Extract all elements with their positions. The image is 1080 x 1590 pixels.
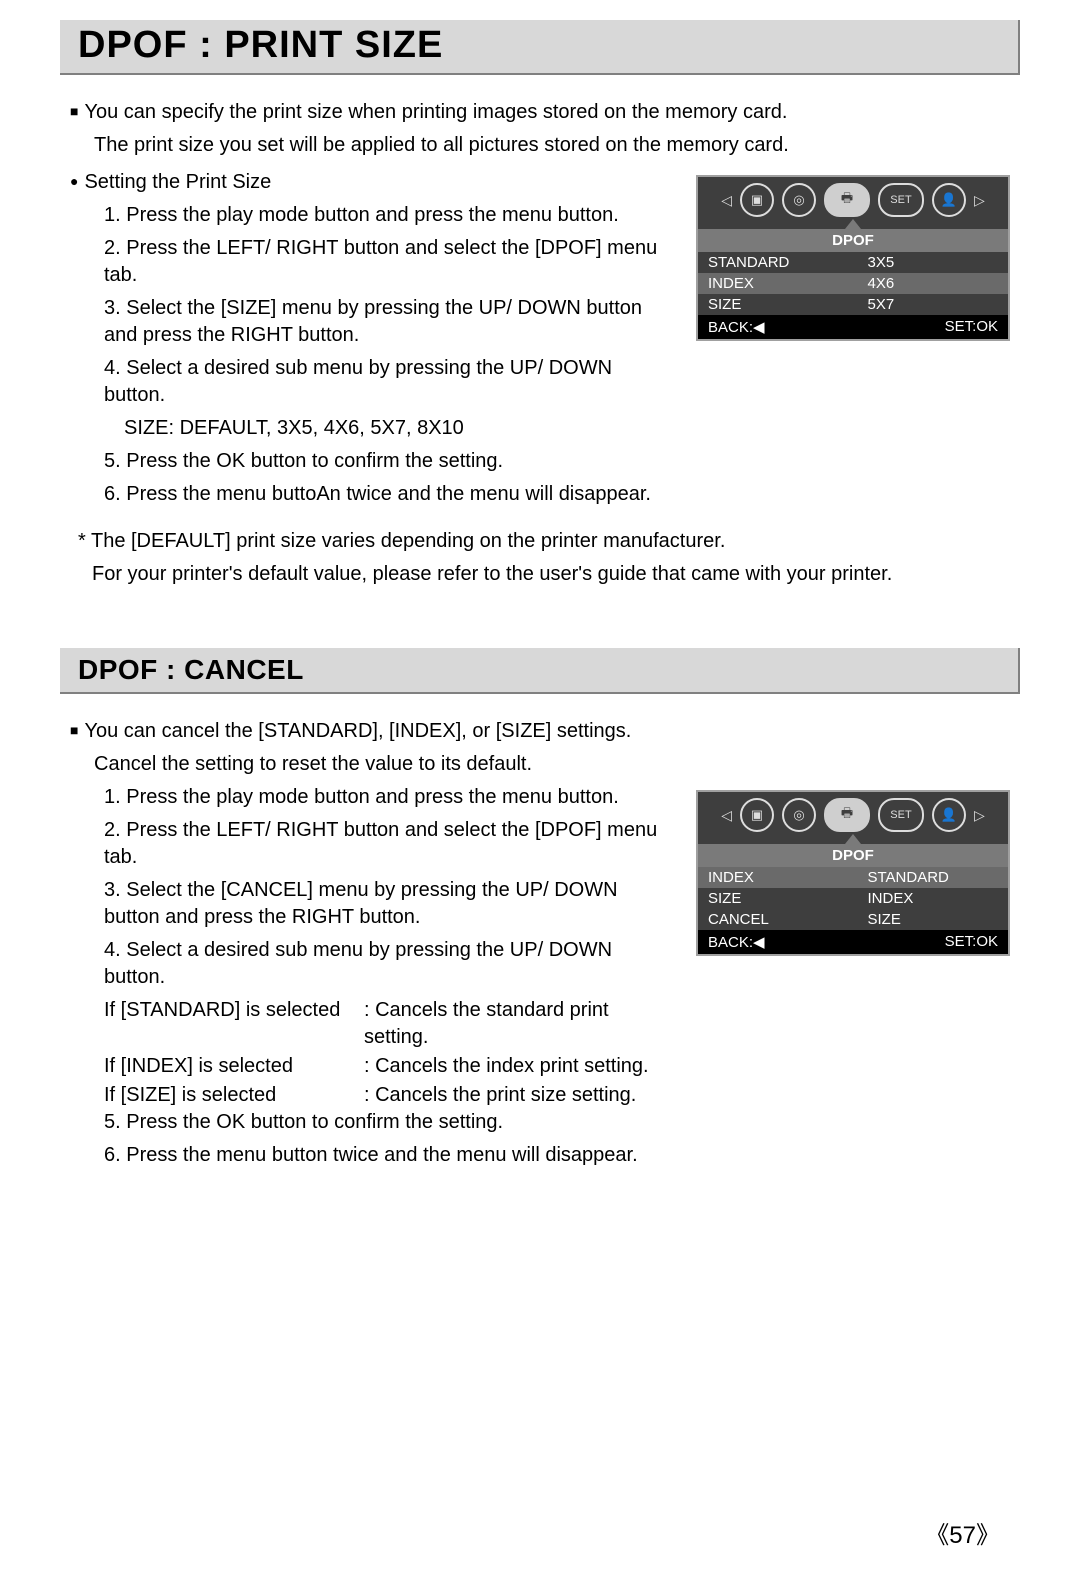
- lcd-footer: BACK:◀ SET:OK: [698, 930, 1008, 954]
- lcd-header: DPOF: [698, 229, 1008, 252]
- step: 6. Press the menu button twice and the m…: [70, 1142, 672, 1169]
- step: 5. Press the OK button to confirm the se…: [70, 1109, 672, 1136]
- lcd-cell: STANDARD: [868, 869, 999, 886]
- note-line: For your printer's default value, please…: [70, 561, 1010, 588]
- title-bar: DPOF : PRINT SIZE: [60, 20, 1020, 75]
- set-icon: SET: [878, 183, 924, 217]
- rotate-icon: ◎: [782, 183, 816, 217]
- person-icon: 👤: [932, 183, 966, 217]
- subtitle-bar: DPOF : CANCEL: [60, 648, 1020, 694]
- sel-right: : Cancels the standard print setting.: [364, 997, 672, 1051]
- subhead: Setting the Print Size: [70, 169, 672, 196]
- left-arrow-icon: ◁: [721, 807, 732, 824]
- sel-right: : Cancels the print size setting.: [364, 1082, 672, 1109]
- selection-table: If [STANDARD] is selected : Cancels the …: [104, 997, 672, 1109]
- step: 2. Press the LEFT/ RIGHT button and sele…: [70, 235, 672, 289]
- step: 4. Select a desired sub menu by pressing…: [70, 355, 672, 409]
- lcd-screenshot: ◁ ▣ ◎ 🖶 SET 👤 ▷ DPOF INDEX STANDARD SIZE…: [696, 790, 1010, 956]
- step: 5. Press the OK button to confirm the se…: [70, 448, 672, 475]
- lcd-footer: BACK:◀ SET:OK: [698, 315, 1008, 339]
- page-number: 《57》: [70, 1515, 1010, 1550]
- step: 6. Press the menu buttoAn twice and the …: [70, 481, 672, 508]
- lcd-cell: INDEX: [708, 275, 868, 292]
- lcd-row: STANDARD 3X5: [698, 252, 1008, 273]
- step: 2. Press the LEFT/ RIGHT button and sele…: [70, 817, 672, 871]
- lcd-row: SIZE 5X7: [698, 294, 1008, 315]
- lcd-header: DPOF: [698, 844, 1008, 867]
- sel-right: : Cancels the index print setting.: [364, 1053, 672, 1080]
- print-icon: 🖶: [824, 183, 870, 217]
- set-label: SET:OK: [945, 318, 998, 336]
- lcd-cell: SIZE: [868, 911, 999, 928]
- lcd-cell: SIZE: [708, 890, 868, 907]
- lcd-cell: 4X6: [868, 275, 999, 292]
- right-arrow-icon: ▷: [974, 192, 985, 209]
- lcd-cell: SIZE: [708, 296, 868, 313]
- print-icon: 🖶: [824, 798, 870, 832]
- intro-line: Cancel the setting to reset the value to…: [70, 751, 1010, 778]
- set-label: SET:OK: [945, 933, 998, 951]
- back-label: BACK:◀: [708, 933, 765, 951]
- play-icon: ▣: [740, 183, 774, 217]
- play-icon: ▣: [740, 798, 774, 832]
- intro-line-2: The print size you set will be applied t…: [70, 132, 1010, 159]
- lcd-cell: INDEX: [868, 890, 999, 907]
- lcd-cell: 3X5: [868, 254, 999, 271]
- lcd-cell: STANDARD: [708, 254, 868, 271]
- page-title: DPOF : PRINT SIZE: [78, 24, 1000, 67]
- step: 3. Select the [SIZE] menu by pressing th…: [70, 295, 672, 349]
- back-label: BACK:◀: [708, 318, 765, 336]
- lcd-row-selected: INDEX 4X6: [698, 273, 1008, 294]
- intro-line-1: You can specify the print size when prin…: [70, 99, 1010, 126]
- sel-left: If [SIZE] is selected: [104, 1082, 364, 1109]
- lcd-row: SIZE INDEX: [698, 888, 1008, 909]
- step-detail: SIZE: DEFAULT, 3X5, 4X6, 5X7, 8X10: [70, 415, 672, 442]
- lcd-cell: INDEX: [708, 869, 868, 886]
- step: 1. Press the play mode button and press …: [70, 202, 672, 229]
- manual-page: DPOF : PRINT SIZE You can specify the pr…: [0, 0, 1080, 1590]
- sel-left: If [INDEX] is selected: [104, 1053, 364, 1080]
- set-icon: SET: [878, 798, 924, 832]
- step: 3. Select the [CANCEL] menu by pressing …: [70, 877, 672, 931]
- section-title: DPOF : CANCEL: [78, 654, 1000, 686]
- right-arrow-icon: ▷: [974, 807, 985, 824]
- rotate-icon: ◎: [782, 798, 816, 832]
- lcd-row-selected: INDEX STANDARD: [698, 867, 1008, 888]
- lcd-menu-list: INDEX STANDARD SIZE INDEX CANCEL SIZE: [698, 867, 1008, 930]
- sel-left: If [STANDARD] is selected: [104, 997, 364, 1051]
- lcd-cell: 5X7: [868, 296, 999, 313]
- lcd-row: CANCEL SIZE: [698, 909, 1008, 930]
- intro-line: You can cancel the [STANDARD], [INDEX], …: [70, 718, 1010, 745]
- lcd-icon-row: ◁ ▣ ◎ 🖶 SET 👤 ▷: [698, 792, 1008, 836]
- step: 1. Press the play mode button and press …: [70, 784, 672, 811]
- person-icon: 👤: [932, 798, 966, 832]
- lcd-cell: CANCEL: [708, 911, 868, 928]
- lcd-icon-row: ◁ ▣ ◎ 🖶 SET 👤 ▷: [698, 177, 1008, 221]
- note-line: * The [DEFAULT] print size varies depend…: [70, 528, 1010, 555]
- lcd-menu-list: STANDARD 3X5 INDEX 4X6 SIZE 5X7: [698, 252, 1008, 315]
- left-arrow-icon: ◁: [721, 192, 732, 209]
- step: 4. Select a desired sub menu by pressing…: [70, 937, 672, 991]
- lcd-screenshot: ◁ ▣ ◎ 🖶 SET 👤 ▷ DPOF STANDARD 3X5 INDEX …: [696, 175, 1010, 341]
